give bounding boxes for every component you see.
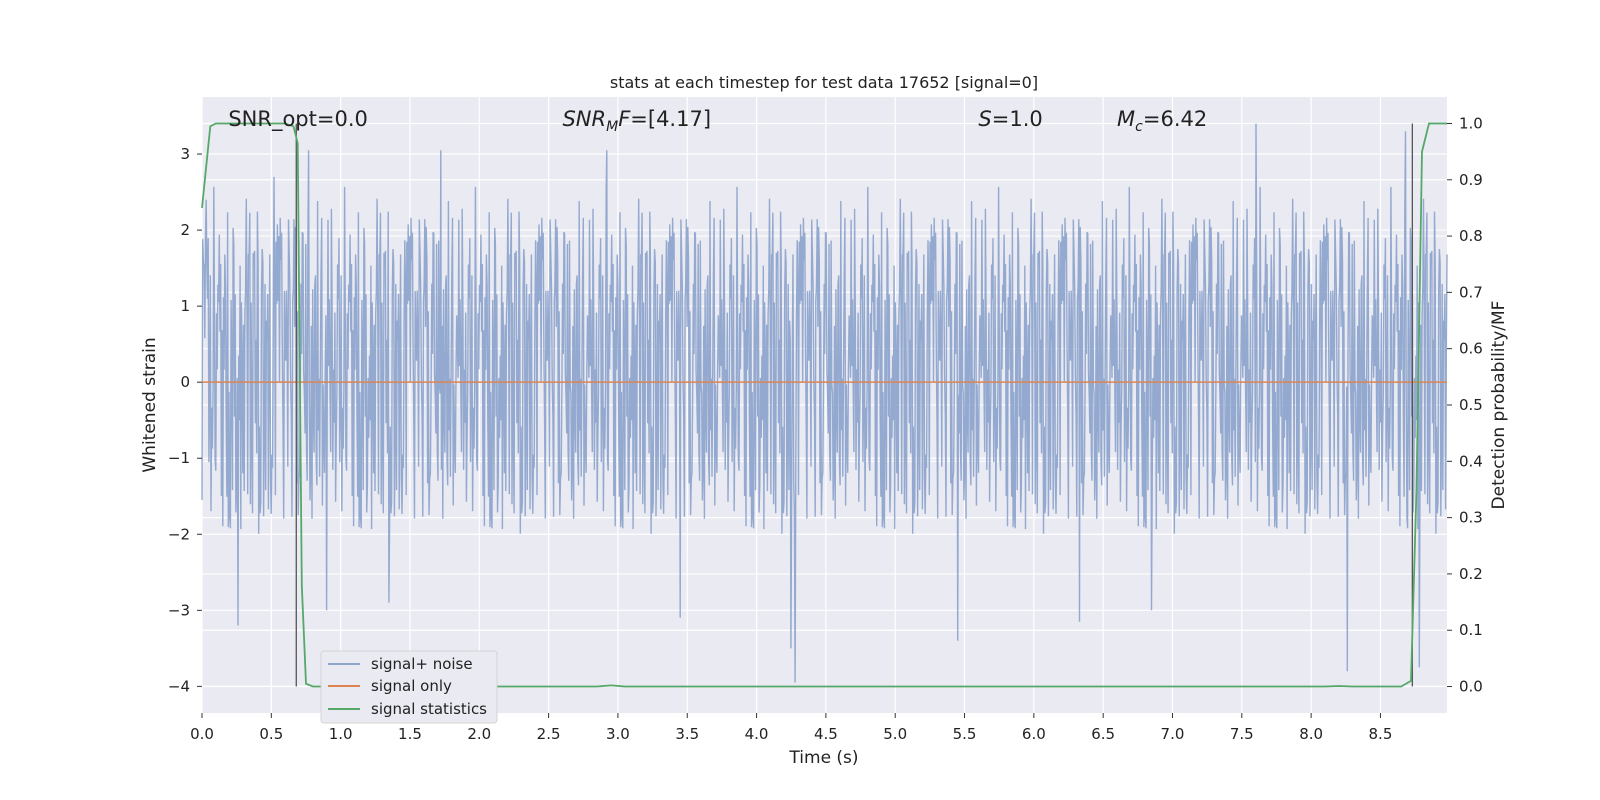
legend-label-signal-statistics: signal statistics [371, 700, 487, 718]
y-tick-label-5: −2 [168, 525, 190, 543]
x-tick-label-3: 1.5 [398, 725, 422, 743]
x-tick-label-4: 2.0 [467, 725, 491, 743]
y2-tick-label-0: 1.0 [1459, 114, 1483, 132]
x-tick-label-1: 0.5 [259, 725, 283, 743]
legend: signal+ noise signal only signal statist… [320, 650, 498, 724]
y-tick-label-7: −4 [168, 677, 190, 695]
x-tick-label-7: 3.5 [675, 725, 699, 743]
x-tick-label-17: 8.5 [1369, 725, 1393, 743]
legend-label-signal-only: signal only [371, 677, 452, 695]
x-axis-label: Time (s) [788, 748, 858, 768]
annotation-mc: Mc=6.42 [1117, 107, 1207, 135]
chart-title: stats at each timestep for test data 176… [610, 73, 1038, 92]
y-tick-label-0: 3 [180, 145, 190, 163]
y-tick-label-1: 2 [180, 221, 190, 239]
y-ticks: 3 2 1 0 −1 −2 −3 −4 [168, 145, 202, 695]
signal-statistics-line [201, 122, 1447, 688]
y2-tick-label-6: 0.4 [1459, 452, 1483, 470]
y-tick-label-4: −1 [168, 449, 190, 467]
y-tick-label-2: 1 [180, 297, 190, 315]
x-tick-label-13: 6.5 [1091, 725, 1115, 743]
annotation-snr_opt: SNR_opt=0.0 [228, 107, 368, 132]
y-axis-label: Whitened strain [140, 337, 160, 472]
x-tick-label-11: 5.5 [953, 725, 977, 743]
annotation-s: S=1.0 [978, 107, 1042, 131]
x-tick-label-0: 0.0 [190, 725, 214, 743]
x-tick-label-12: 6.0 [1022, 725, 1046, 743]
y2-ticks: 1.0 0.9 0.8 0.7 0.6 0.5 0.4 0.3 0.2 0.1 0.0 [1447, 114, 1483, 696]
series-signal-statistics [201, 122, 1447, 688]
x-tick-label-6: 3.0 [606, 725, 630, 743]
y2-tick-label-3: 0.7 [1459, 283, 1483, 301]
x-tick-label-2: 1.0 [329, 725, 353, 743]
y2-axis-label: Detection probability/MF [1489, 301, 1509, 510]
y2-tick-label-2: 0.8 [1459, 227, 1483, 245]
legend-box [320, 650, 498, 724]
x-tick-label-9: 4.5 [814, 725, 838, 743]
y2-tick-label-10: 0.0 [1459, 678, 1483, 696]
y-tick-label-3: 0 [180, 373, 190, 391]
y2-tick-label-4: 0.6 [1459, 340, 1483, 358]
x-ticks: 0.0 0.5 1.0 1.5 2.0 2.5 3.0 3.5 4.0 4.5 5.0 5.5 6.0 6… [190, 713, 1392, 743]
annotations: SNR_opt=0.0 SNRMF=[4.17] S=1.0 Mc=6.42 [228, 107, 1207, 135]
vertical-markers [295, 123, 1413, 687]
x-tick-label-8: 4.0 [745, 725, 769, 743]
annotation-snr_mf: SNRMF=[4.17] [562, 107, 711, 135]
y2-tick-label-9: 0.1 [1459, 621, 1483, 639]
y2-tick-label-7: 0.3 [1459, 509, 1483, 527]
legend-label-signal-noise: signal+ noise [371, 655, 473, 673]
series-signal-noise [201, 123, 1448, 683]
x-tick-label-14: 7.0 [1161, 725, 1185, 743]
y2-tick-label-8: 0.2 [1459, 565, 1483, 583]
x-tick-label-10: 5.0 [883, 725, 907, 743]
signal-noise-line [201, 123, 1448, 683]
x-tick-label-15: 7.5 [1230, 725, 1254, 743]
x-tick-label-16: 8.0 [1299, 725, 1323, 743]
x-tick-label-5: 2.5 [537, 725, 561, 743]
y2-tick-label-1: 0.9 [1459, 171, 1483, 189]
y2-tick-label-5: 0.5 [1459, 396, 1483, 414]
y-tick-label-6: −3 [168, 601, 190, 619]
